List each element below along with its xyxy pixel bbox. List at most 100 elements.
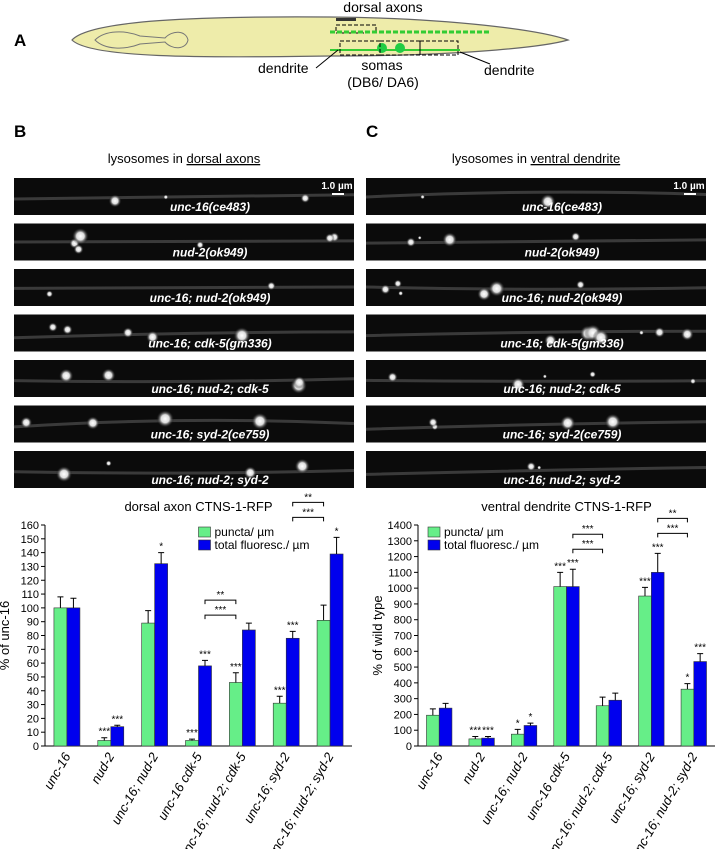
lysosome — [20, 416, 33, 429]
bar — [229, 682, 243, 747]
y-tick-label: 60 — [27, 658, 39, 670]
arrow — [315, 49, 339, 69]
y-tick-label: 20 — [27, 713, 39, 725]
neurite — [13, 330, 355, 340]
neurite — [13, 285, 355, 290]
neurite — [13, 377, 355, 384]
lysosome — [680, 327, 694, 341]
y-axis-label: % of wild type — [370, 595, 385, 675]
lysosome — [442, 232, 458, 248]
y-tick-label: 300 — [394, 694, 412, 706]
bracket-label: ** — [669, 508, 677, 519]
x-tick-label: unc-16 — [413, 749, 446, 792]
significance: *** — [287, 620, 299, 631]
box — [379, 40, 421, 56]
error-bar — [485, 736, 492, 739]
scale-bar — [684, 193, 696, 195]
neurite — [13, 418, 355, 429]
bracket — [572, 548, 604, 554]
lysosome — [526, 461, 536, 472]
y-tick-label: 1000 — [388, 583, 412, 595]
lysosome — [428, 417, 439, 428]
lysosome — [243, 466, 257, 480]
lysosome — [324, 233, 335, 244]
box — [339, 40, 381, 56]
error-bar — [641, 586, 648, 597]
legend-label: puncta/ µm — [215, 525, 275, 539]
title-text: lysosomes in — [108, 151, 187, 166]
legend-label: total fluoresc./ µm — [215, 538, 310, 552]
strip-label: unc-16; syd-2(ce759) — [151, 428, 270, 442]
panel-label: A — [14, 31, 26, 50]
strip-label: unc-16; nud-2; cdk-5 — [503, 382, 621, 396]
y-tick-label: 140 — [21, 548, 39, 560]
y-tick-label: 1100 — [388, 567, 412, 579]
bar — [329, 553, 344, 747]
y-tick-label: 150 — [21, 534, 39, 546]
title-underlined: dorsal axons — [187, 151, 261, 166]
strip-title: lysosomes in dorsal axons — [108, 151, 261, 166]
lysosome — [592, 329, 610, 346]
significance: *** — [469, 726, 481, 737]
lysosome — [300, 193, 311, 204]
error-bar — [320, 604, 327, 621]
bar — [693, 661, 707, 747]
significance: * — [335, 526, 339, 537]
y-tick-label: 0 — [406, 741, 412, 753]
lysosome — [145, 330, 160, 344]
significance: * — [685, 673, 689, 684]
neurite — [365, 285, 707, 291]
title-underlined: ventral dendrite — [531, 151, 621, 166]
lysosome — [689, 378, 697, 385]
significance: *** — [186, 728, 198, 739]
strip-label: unc-16; nud-2; cdk-5 — [151, 382, 269, 396]
error-bar — [557, 571, 564, 587]
y-tick-label: 1400 — [388, 520, 412, 532]
significance: * — [516, 718, 520, 729]
lysosome — [654, 326, 665, 338]
error-bar — [333, 536, 340, 555]
strip-label: unc-16; nud-2; syd-2 — [503, 473, 621, 487]
title-text: lysosomes in — [452, 151, 531, 166]
strip-label: unc-16; nud-2; syd-2 — [151, 473, 269, 487]
y-tick-label: 100 — [394, 725, 412, 737]
lysosome — [47, 322, 58, 333]
axon-mark — [336, 18, 356, 21]
strip-label: nud-2(ok949) — [173, 246, 248, 260]
error-bar — [202, 659, 208, 666]
lysosome — [604, 413, 622, 431]
error-bar — [569, 568, 576, 587]
neurite — [365, 466, 707, 476]
panel-label: B — [14, 122, 26, 141]
lysosome — [122, 327, 134, 339]
lysosome — [488, 280, 506, 297]
y-tick-label: 70 — [27, 644, 39, 656]
y-tick-label: 0 — [33, 741, 39, 753]
lysosome — [405, 237, 416, 248]
y-tick-label: 600 — [394, 646, 412, 658]
neurite — [13, 193, 355, 201]
micrograph — [366, 360, 706, 397]
strip-label: unc-16; cdk-5(gm336) — [500, 337, 623, 351]
strip-label: unc-16; nud-2(ok949) — [150, 291, 271, 305]
bar — [595, 705, 610, 747]
significance: *** — [482, 726, 494, 737]
significance: *** — [111, 714, 123, 725]
strip-label: unc-16; syd-2(ce759) — [503, 428, 622, 442]
lysosome — [233, 326, 251, 345]
lysosome — [398, 290, 404, 296]
lysosome — [511, 377, 526, 392]
neurite — [365, 420, 707, 431]
bar — [53, 607, 68, 747]
error-bar — [114, 724, 121, 727]
bar — [553, 586, 567, 747]
bar — [97, 740, 112, 747]
bar — [566, 586, 580, 747]
y-tick-label: 130 — [21, 561, 39, 573]
error-bar — [70, 597, 77, 608]
lysosome — [294, 458, 311, 475]
soma — [377, 43, 387, 53]
bracket — [292, 501, 325, 507]
bracket — [292, 516, 325, 522]
y-tick-label: 160 — [21, 520, 39, 532]
